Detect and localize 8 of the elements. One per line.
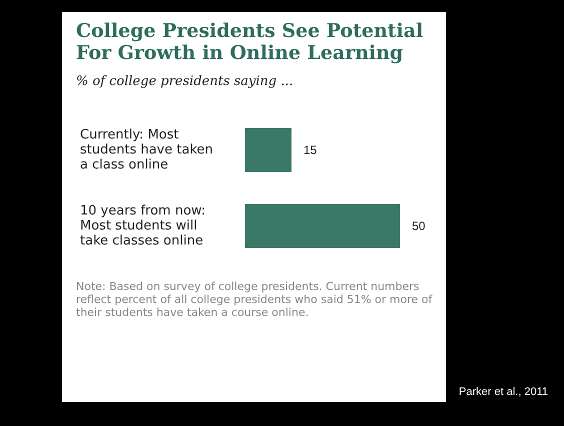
y-tick-label: Currently: Most students have taken a class online <box>80 128 218 172</box>
text: Note: Based on survey of college presidents. Current numbers reflect percent of all college presidents who said 51% or more of their students have taken a course online. <box>76 280 434 319</box>
data-label: 15 <box>304 143 318 157</box>
chart-title: College Presidents See Potential For Growth in Online Learning <box>76 20 424 64</box>
data-label: 50 <box>412 219 426 233</box>
y-tick-label: 10 years from now: Most students will take classes online <box>80 204 210 248</box>
text: Parker et al., 2011 <box>458 386 548 398</box>
chart-subtitle: % of college presidents saying ... <box>76 74 294 89</box>
